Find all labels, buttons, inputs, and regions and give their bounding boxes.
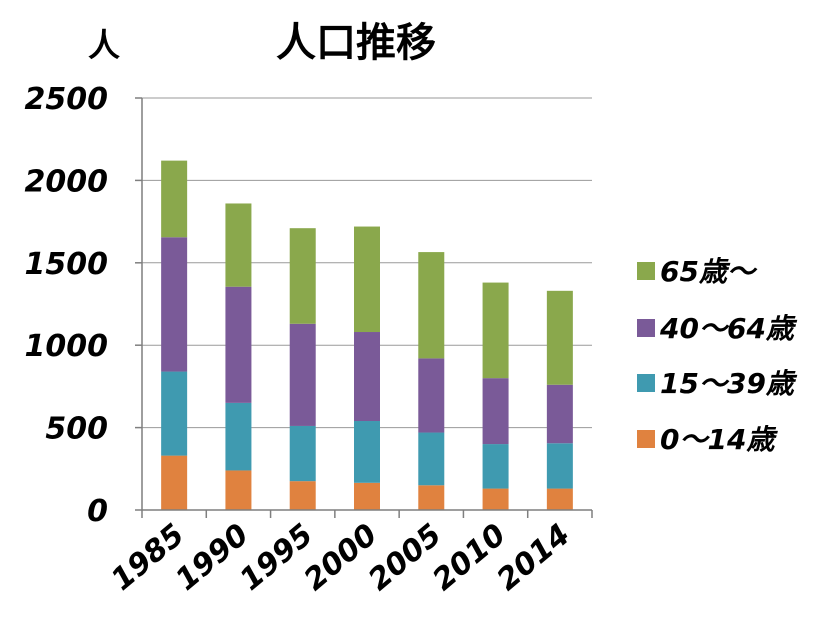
bar-segment (482, 488, 509, 510)
bar-segment (482, 444, 509, 489)
y-tick-label: 0 (87, 494, 108, 529)
legend-label: 40～64歳 (659, 312, 798, 345)
bar-segment (418, 432, 445, 486)
y-tick-label: 1500 (25, 247, 109, 282)
bar-segment (418, 358, 445, 433)
legend-label: 0～14歳 (660, 423, 778, 456)
legend-swatch (637, 430, 655, 448)
bar-segment (161, 160, 188, 238)
bar-segment (418, 485, 445, 510)
bar-segment (161, 455, 188, 510)
bar-segment (354, 482, 380, 510)
y-tick-label: 2500 (25, 82, 109, 117)
bar-segment (225, 470, 252, 510)
legend-swatch (637, 374, 655, 392)
x-tick-label: 1995 (233, 517, 319, 597)
y-tick-label: 500 (45, 412, 108, 447)
legend-swatch (637, 262, 655, 280)
bar-segment (546, 290, 573, 385)
bar-segment (225, 286, 252, 403)
legend-label: 15～39歳 (660, 367, 798, 400)
legend: 65歳～ 40～64歳 15～39歳 0～14歳 (637, 255, 798, 456)
bar-segment (225, 203, 252, 287)
x-tick-label: 2010 (426, 517, 512, 597)
bar-segment (482, 378, 509, 445)
y-tick-label: 1000 (25, 329, 109, 364)
bar-segment (289, 228, 316, 324)
bar-segment (289, 481, 316, 510)
bar-segment (289, 323, 316, 426)
bar-segment (418, 252, 445, 359)
x-tick-label: 2005 (362, 517, 448, 597)
x-tick-label: 1990 (169, 517, 255, 597)
y-axis-unit-label: 人 (88, 26, 120, 64)
bars (161, 160, 573, 510)
bar-segment (289, 425, 316, 482)
bar-segment (546, 488, 573, 510)
legend-label: 65歳～ (660, 255, 758, 288)
legend-swatch (637, 319, 655, 337)
x-tick-label: 1985 (105, 517, 191, 597)
bar-segment (546, 384, 573, 444)
bar-segment (354, 332, 380, 422)
axes (141, 98, 593, 518)
x-tick-label: 2014 (491, 517, 577, 597)
bar-segment (546, 443, 573, 489)
x-tick-label: 2000 (298, 517, 384, 597)
bar-segment (225, 402, 252, 471)
bar-segment (354, 421, 380, 483)
y-tick-labels: 0 500 1000 1500 2000 2500 (25, 82, 109, 529)
bar-segment (354, 226, 380, 333)
chart-title: 人口推移 (276, 20, 436, 66)
bar-segment (482, 282, 509, 379)
bar-segment (161, 237, 188, 372)
y-tick-label: 2000 (25, 164, 109, 199)
bar-segment (161, 371, 188, 456)
